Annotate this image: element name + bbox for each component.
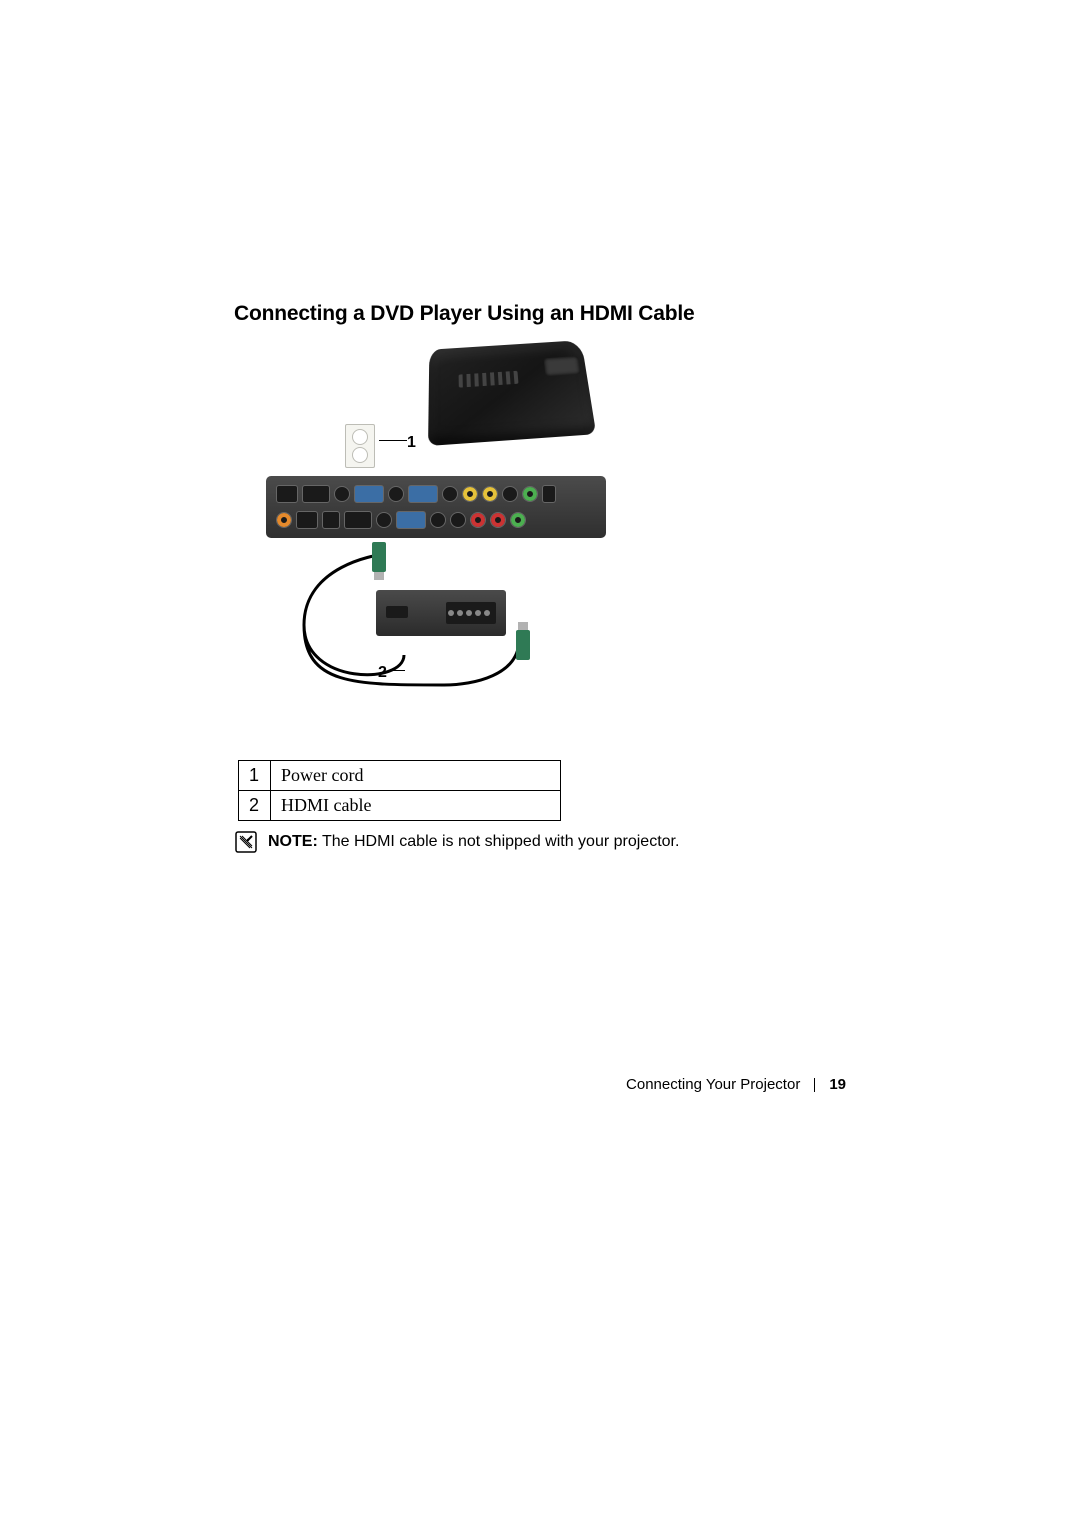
note-label: NOTE:	[268, 833, 318, 850]
note-icon	[234, 830, 258, 854]
note-body: The HDMI cable is not shipped with your …	[318, 833, 680, 850]
footer-separator	[814, 1078, 815, 1092]
legend-table: 1 Power cord 2 HDMI cable	[238, 760, 561, 821]
port-icon	[542, 485, 556, 503]
port-icon	[522, 486, 538, 502]
callout-number-1: 1	[407, 434, 416, 452]
port-icon	[510, 512, 526, 528]
port-icon	[462, 486, 478, 502]
hdmi-plug-icon	[516, 630, 530, 660]
note-text: NOTE: The HDMI cable is not shipped with…	[268, 833, 679, 851]
port-icon	[442, 486, 458, 502]
port-icon	[502, 486, 518, 502]
callout-leader-2	[391, 670, 405, 671]
page-number: 19	[829, 1076, 846, 1093]
footer-section-title: Connecting Your Projector	[626, 1076, 800, 1093]
table-row: 1 Power cord	[239, 761, 561, 791]
legend-label: HDMI cable	[271, 791, 561, 821]
port-icon	[430, 512, 446, 528]
connection-diagram: 1	[234, 340, 824, 730]
port-icon	[344, 511, 372, 529]
manual-page: Connecting a DVD Player Using an HDMI Ca…	[0, 0, 1080, 1528]
port-icon	[376, 512, 392, 528]
port-icon	[276, 512, 292, 528]
section-heading: Connecting a DVD Player Using an HDMI Ca…	[234, 302, 695, 326]
wall-outlet-icon	[345, 424, 375, 468]
port-icon	[334, 486, 350, 502]
legend-number: 2	[239, 791, 271, 821]
note-block: NOTE: The HDMI cable is not shipped with…	[234, 830, 679, 854]
page-footer: Connecting Your Projector 19	[0, 1076, 1080, 1093]
usb-port-icon	[322, 511, 340, 529]
rj45-port-icon	[296, 511, 318, 529]
hdmi-port-icon	[302, 485, 330, 503]
vga-port-icon	[354, 485, 384, 503]
port-icon	[388, 486, 404, 502]
port-icon	[450, 512, 466, 528]
legend-number: 1	[239, 761, 271, 791]
callout-leader-1	[379, 440, 407, 441]
port-icon	[482, 486, 498, 502]
port-icon	[276, 485, 298, 503]
vga-port-icon	[408, 485, 438, 503]
vga-port-icon	[396, 511, 426, 529]
table-row: 2 HDMI cable	[239, 791, 561, 821]
legend-label: Power cord	[271, 761, 561, 791]
projector-illustration	[428, 340, 596, 446]
hdmi-plug-icon	[372, 542, 386, 572]
projector-rear-panel	[266, 476, 606, 538]
port-icon	[470, 512, 486, 528]
callout-number-2: 2	[378, 664, 387, 682]
port-icon	[490, 512, 506, 528]
